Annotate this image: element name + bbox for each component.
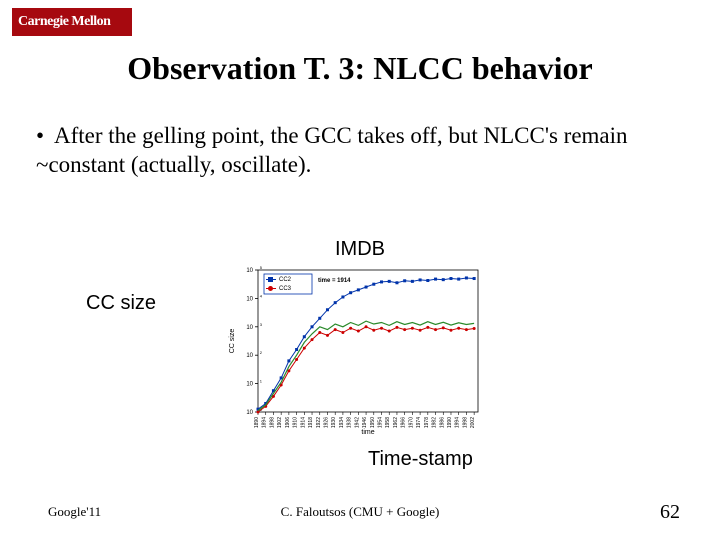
svg-text:10: 10 [246, 268, 253, 274]
svg-text:1942: 1942 [354, 417, 360, 428]
svg-text:1982: 1982 [432, 417, 438, 428]
svg-text:1978: 1978 [424, 417, 430, 428]
svg-text:1990: 1990 [447, 417, 453, 428]
footer-right: 62 [660, 501, 680, 524]
svg-text:1894: 1894 [262, 417, 268, 428]
svg-text:10: 10 [246, 325, 253, 331]
svg-text:1914: 1914 [300, 417, 306, 428]
svg-text:1946: 1946 [362, 417, 368, 428]
svg-text:1930: 1930 [331, 417, 337, 428]
svg-text:time = 1914: time = 1914 [318, 278, 351, 284]
svg-text:1970: 1970 [408, 417, 414, 428]
svg-text:time: time [361, 429, 374, 436]
svg-text:10: 10 [246, 296, 253, 302]
footer-center: C. Faloutsos (CMU + Google) [0, 504, 720, 520]
svg-text:10: 10 [246, 353, 253, 359]
chart-title: IMDB [0, 238, 720, 261]
svg-text:10: 10 [246, 410, 253, 416]
svg-text:1994: 1994 [455, 417, 461, 428]
svg-text:2002: 2002 [470, 417, 476, 428]
svg-text:CC3: CC3 [279, 286, 292, 292]
svg-text:1934: 1934 [339, 417, 345, 428]
svg-text:1986: 1986 [439, 417, 445, 428]
chart-plot: 100101102103104105CC size189018941898190… [224, 264, 484, 436]
svg-text:CC size: CC size [229, 329, 236, 354]
svg-text:1962: 1962 [393, 417, 399, 428]
svg-text:1906: 1906 [285, 417, 291, 428]
slide-title: Observation T. 3: NLCC behavior [0, 50, 720, 87]
svg-text:1926: 1926 [323, 417, 329, 428]
svg-text:1902: 1902 [277, 417, 283, 428]
bullet-dot: • [36, 122, 54, 151]
y-axis-label: CC size [86, 292, 156, 315]
svg-text:1950: 1950 [370, 417, 376, 428]
cmu-logo: Carnegie Mellon [12, 8, 132, 36]
svg-text:1890: 1890 [254, 417, 260, 428]
svg-text:10: 10 [246, 382, 253, 388]
svg-text:CC2: CC2 [279, 277, 292, 283]
svg-text:1958: 1958 [385, 417, 391, 428]
svg-text:1998: 1998 [462, 417, 468, 428]
x-axis-label: Time-stamp [368, 448, 473, 471]
bullet-text: •After the gelling point, the GCC takes … [36, 122, 684, 180]
svg-text:1966: 1966 [401, 417, 407, 428]
bullet-content: After the gelling point, the GCC takes o… [36, 123, 628, 177]
svg-text:1938: 1938 [347, 417, 353, 428]
svg-text:1954: 1954 [378, 417, 384, 428]
svg-text:1898: 1898 [269, 417, 275, 428]
svg-text:5: 5 [260, 265, 263, 270]
svg-text:1910: 1910 [293, 417, 299, 428]
svg-text:1922: 1922 [316, 417, 322, 428]
svg-text:1974: 1974 [416, 417, 422, 428]
svg-text:1918: 1918 [308, 417, 314, 428]
